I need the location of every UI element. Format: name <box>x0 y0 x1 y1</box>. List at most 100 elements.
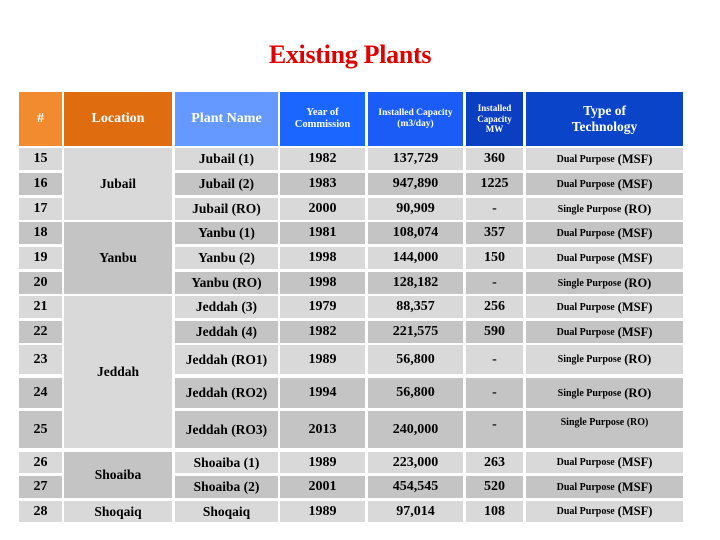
installed-capacity-cell: 137,729 <box>368 148 463 170</box>
header-location: Location <box>64 92 172 146</box>
installed-capacity-mw: - <box>492 385 497 400</box>
row-number: 16 <box>33 176 48 191</box>
header-label: # <box>37 110 44 126</box>
installed-capacity-mw-cell: 590 <box>466 321 523 343</box>
year-of-commission-cell: 1989 <box>280 501 365 522</box>
installed-capacity-cell: 56,800 <box>368 378 463 408</box>
installed-capacity-mw: 1225 <box>480 176 509 191</box>
installed-capacity: 144,000 <box>392 250 439 265</box>
header-year-of-commission: Year of Commission <box>280 92 365 146</box>
plant-name-cell: Shoaiba (2) <box>175 476 278 498</box>
installed-capacity: 56,800 <box>396 351 435 367</box>
plant-name-cell: Yanbu (2) <box>175 247 278 269</box>
plant-name: Yanbu (2) <box>198 250 255 265</box>
year-of-commission-cell: 1998 <box>280 272 365 294</box>
header-label: MW <box>485 124 504 135</box>
row-number: 25 <box>33 421 48 437</box>
year-of-commission: 1982 <box>308 324 337 339</box>
row-number-cell: 19 <box>19 247 62 269</box>
year-of-commission-cell: 1983 <box>280 173 365 195</box>
year-of-commission-cell: 1989 <box>280 345 365 374</box>
installed-capacity-mw-cell: - <box>466 272 523 294</box>
year-of-commission: 1989 <box>308 454 337 470</box>
year-of-commission: 1981 <box>308 225 337 240</box>
technology-type-cell: Dual Purpose (MSF) <box>526 321 683 343</box>
year-of-commission-cell: 2001 <box>280 476 365 498</box>
installed-capacity: 137,729 <box>392 151 439 166</box>
header-label: Installed <box>477 103 512 114</box>
row-number: 19 <box>33 250 48 265</box>
plant-name: Jeddah (4) <box>195 324 258 339</box>
row-number: 18 <box>33 225 48 240</box>
installed-capacity: 223,000 <box>392 454 439 470</box>
year-of-commission-cell: 1998 <box>280 247 365 269</box>
installed-capacity-cell: 221,575 <box>368 321 463 343</box>
technology-purpose: Dual Purpose <box>556 326 615 338</box>
header-label: Commission <box>294 119 351 130</box>
plant-name: Yanbu (1) <box>198 225 255 240</box>
location-label: Shoqaiq <box>94 503 142 519</box>
row-number-cell: 26 <box>19 452 62 473</box>
installed-capacity-mw: 357 <box>484 225 505 240</box>
row-number: 24 <box>33 385 48 400</box>
technology-purpose: Dual Purpose <box>556 252 615 264</box>
installed-capacity-mw: 360 <box>484 151 505 166</box>
technology-process: (MSF) <box>617 250 653 265</box>
technology-purpose: Single Purpose <box>557 354 622 365</box>
year-of-commission-cell: 1982 <box>280 321 365 343</box>
plant-name-cell: Jeddah (RO1) <box>175 345 278 374</box>
row-number: 27 <box>33 479 48 494</box>
installed-capacity-mw: 263 <box>484 454 505 470</box>
year-of-commission: 1979 <box>308 299 337 314</box>
installed-capacity-mw-cell: 520 <box>466 476 523 498</box>
technology-purpose: Dual Purpose <box>556 481 615 493</box>
technology-purpose: Dual Purpose <box>556 457 615 468</box>
year-of-commission-cell: 2000 <box>280 198 365 220</box>
installed-capacity-mw: - <box>492 201 497 216</box>
plant-name: Jeddah (RO1) <box>185 351 268 367</box>
installed-capacity-mw-cell: - <box>466 198 523 220</box>
row-number-cell: 28 <box>19 501 62 522</box>
installed-capacity-mw-cell: - <box>466 345 523 374</box>
technology-purpose: Dual Purpose <box>556 227 615 239</box>
header-num: # <box>19 92 62 146</box>
row-number: 26 <box>33 454 48 470</box>
technology-purpose: Dual Purpose <box>556 506 615 517</box>
installed-capacity-cell: 947,890 <box>368 173 463 195</box>
year-of-commission: 1983 <box>308 176 337 191</box>
header-label: Capacity <box>477 113 512 124</box>
row-number: 15 <box>33 151 48 166</box>
location-cell: Jubail <box>64 148 172 220</box>
installed-capacity-mw: - <box>492 351 497 367</box>
row-number: 20 <box>33 275 48 290</box>
location-label: Yanbu <box>99 250 137 265</box>
technology-type-cell: Single Purpose (RO) <box>526 411 683 448</box>
plant-name: Shoaiba (1) <box>193 454 260 470</box>
installed-capacity-cell: 223,000 <box>368 452 463 473</box>
technology-type-cell: Dual Purpose (MSF) <box>526 222 683 244</box>
technology-purpose: Dual Purpose <box>556 178 615 190</box>
header-label: (m3/day) <box>397 119 434 129</box>
year-of-commission-cell: 1979 <box>280 296 365 318</box>
technology-purpose: Single Purpose <box>557 277 622 289</box>
technology-process: (MSF) <box>617 151 653 166</box>
plant-name-cell: Yanbu (RO) <box>175 272 278 294</box>
technology-process: (RO) <box>624 352 652 366</box>
year-of-commission-cell: 1982 <box>280 148 365 170</box>
header-label: Technology <box>571 119 638 134</box>
header-installed-capacity-mw: Installed Capacity MW <box>466 92 523 146</box>
installed-capacity-mw-cell: 108 <box>466 501 523 522</box>
row-number-cell: 16 <box>19 173 62 195</box>
page-title: Existing Plants <box>268 40 432 69</box>
installed-capacity: 947,890 <box>392 176 439 191</box>
installed-capacity-mw-cell: 256 <box>466 296 523 318</box>
plant-name-cell: Jeddah (RO2) <box>175 378 278 408</box>
technology-process: (MSF) <box>617 225 653 240</box>
installed-capacity: 221,575 <box>392 324 439 339</box>
technology-purpose: Dual Purpose <box>556 153 615 165</box>
row-number-cell: 15 <box>19 148 62 170</box>
plant-name: Jeddah (RO2) <box>185 385 268 400</box>
installed-capacity-mw-cell: 263 <box>466 452 523 473</box>
installed-capacity-mw: - <box>492 417 497 432</box>
installed-capacity: 97,014 <box>396 503 435 519</box>
